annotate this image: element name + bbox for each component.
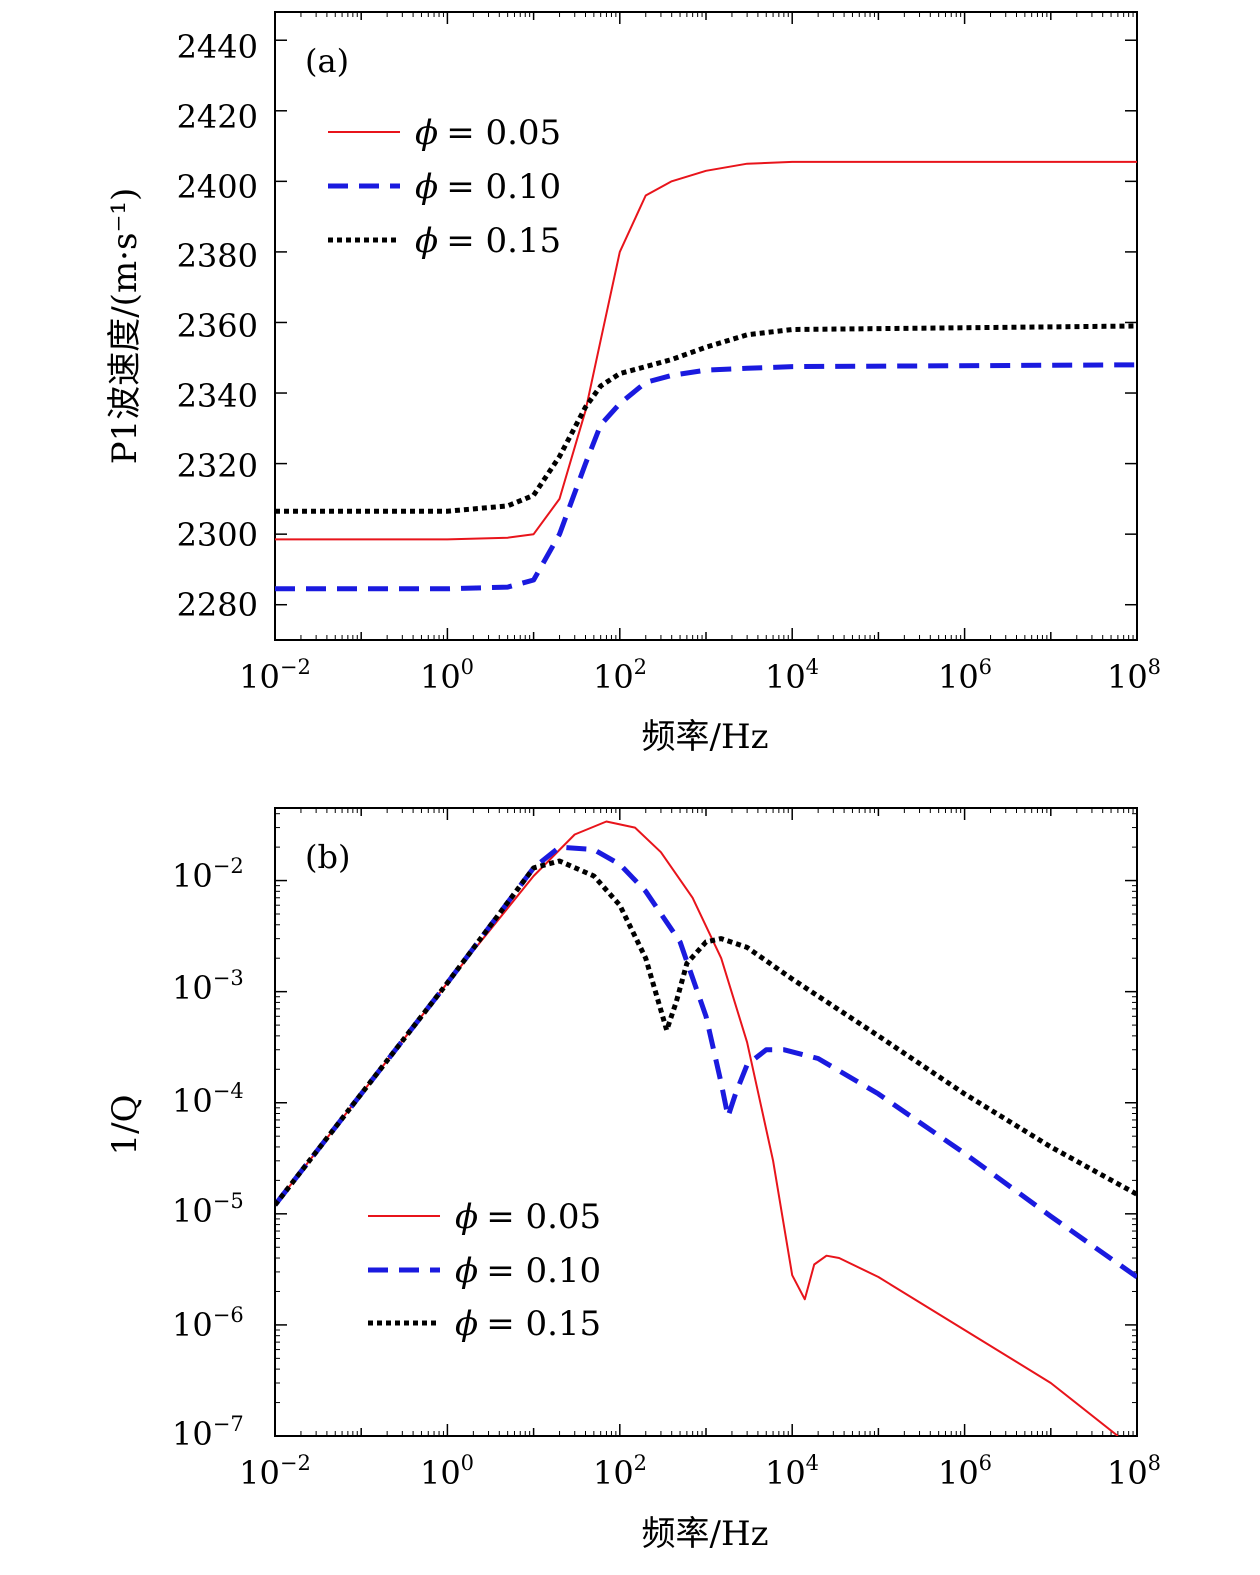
panel-b-xtick-label: 102 <box>593 1451 647 1492</box>
legend-label: ϕ = 0.05 <box>415 113 561 153</box>
legend-label: ϕ = 0.15 <box>455 1304 601 1344</box>
panel-b-legend: ϕ = 0.05 ϕ = 0.10 ϕ = 0.15 <box>368 1197 601 1344</box>
legend-label: ϕ = 0.10 <box>455 1251 601 1291</box>
panel-b-xtick-label: 100 <box>420 1451 474 1492</box>
panel-a-label: (a) <box>305 42 349 80</box>
panel-b-ytick-label: 10−4 <box>172 1079 244 1120</box>
series-line-dashed <box>275 844 1137 1280</box>
panel-b-xticks <box>274 808 1138 1436</box>
panel-b-xtick-label: 106 <box>938 1451 992 1492</box>
panel-a-yticks <box>275 39 1137 606</box>
panel-b-yticks <box>275 813 1137 1437</box>
series-line-dashed <box>275 362 1137 592</box>
legend-label: ϕ = 0.05 <box>455 1197 601 1237</box>
panel-a-ytick-label: 2420 <box>177 98 258 136</box>
panel-a-ytick-label: 2300 <box>177 516 258 554</box>
panel-a-legend: ϕ = 0.05 ϕ = 0.10 ϕ = 0.15 <box>328 113 561 261</box>
panel-a-ytick-label: 2400 <box>177 168 258 206</box>
panel-a-ytick-label: 2360 <box>177 307 258 345</box>
panel-b-xtick-label: 108 <box>1107 1451 1161 1492</box>
panel-a-xtick-label: 10−2 <box>239 655 311 696</box>
series-line-solid <box>275 160 1137 541</box>
panel-a-xtick-label: 108 <box>1107 655 1161 696</box>
panel-b-series <box>275 820 1137 1436</box>
panel-a-ytick-label: 2340 <box>177 377 258 415</box>
panel-a-xtick-label: 106 <box>938 655 992 696</box>
panel-b-ylabel: 1/Q <box>105 1095 145 1156</box>
series-line-dotted <box>275 858 1137 1207</box>
panel-a: (a) 10−2 100 102 104 106 108 2280 2300 2… <box>105 11 1161 757</box>
legend-label: ϕ = 0.10 <box>415 167 561 207</box>
panel-a-xlabel: 频率/Hz <box>641 717 768 757</box>
panel-a-xtick-label: 104 <box>765 655 819 696</box>
series-line-dotted <box>275 323 1137 514</box>
legend-label: ϕ = 0.15 <box>415 221 561 261</box>
panel-a-ytick-label: 2440 <box>177 28 258 66</box>
panel-b-ytick-label: 10−7 <box>172 1412 244 1453</box>
panel-a-series <box>275 160 1137 592</box>
panel-a-xtick-label: 102 <box>593 655 647 696</box>
series-line-solid <box>275 820 1119 1436</box>
panel-b-xtick-label: 10−2 <box>239 1451 311 1492</box>
panel-a-frame <box>274 11 1138 641</box>
panel-b: (b) 10−2 100 102 104 106 108 10−7 10−6 1… <box>105 807 1161 1554</box>
panel-a-ylabel: P1波速度/(m·s⁻¹) <box>105 188 145 465</box>
panel-b-ytick-label: 10−6 <box>172 1303 244 1344</box>
panel-a-ytick-label: 2280 <box>177 586 258 624</box>
panel-b-ytick-label: 10−2 <box>172 854 244 895</box>
panel-b-label: (b) <box>305 838 350 876</box>
panel-a-xticks <box>274 12 1138 640</box>
panel-a-ytick-label: 2380 <box>177 237 258 275</box>
panel-b-ytick-label: 10−5 <box>172 1189 244 1230</box>
panel-a-xtick-label: 100 <box>420 655 474 696</box>
panel-b-xlabel: 频率/Hz <box>641 1514 768 1554</box>
panel-b-ytick-label: 10−3 <box>172 966 244 1007</box>
panel-b-xtick-label: 104 <box>765 1451 819 1492</box>
panel-a-ytick-label: 2320 <box>177 447 258 485</box>
